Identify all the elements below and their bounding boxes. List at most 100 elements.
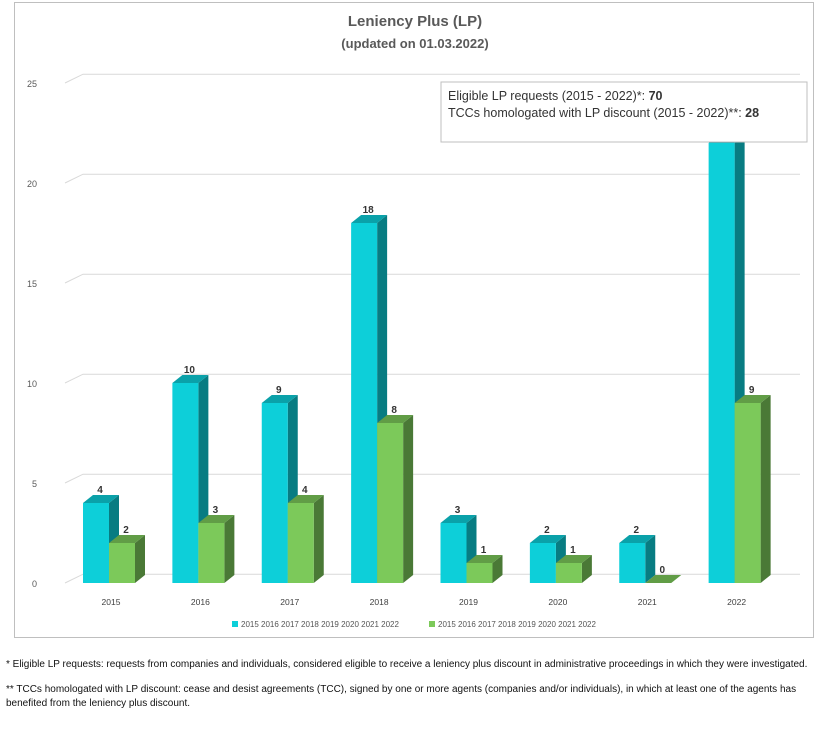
y-tick-label: 15: [27, 279, 37, 289]
bar-front: [198, 523, 225, 583]
x-tick-label-2021: 2021: [638, 597, 657, 607]
y-tick-label: 20: [27, 179, 37, 189]
y-tick-label: 5: [32, 479, 37, 489]
bar-front: [109, 543, 135, 583]
footnote-eligible-requests: * Eligible LP requests: requests from co…: [6, 659, 808, 670]
bar-2019-series-2: [466, 555, 503, 583]
bar-top: [619, 535, 656, 543]
gridline-20: [64, 173, 800, 184]
data-label-2021-series-2: 0: [659, 565, 665, 576]
annotation-box: Eligible LP requests (2015 - 2022)*: 70 …: [440, 81, 808, 143]
data-label-2021-series-1: 2: [633, 525, 639, 536]
bar-front: [172, 383, 199, 583]
data-label-2015-series-1: 4: [97, 485, 103, 496]
bar-front: [83, 503, 109, 583]
gridline-10: [64, 373, 800, 384]
svg-text:TCCs homologated with LP disco: TCCs homologated with LP discount (2015 …: [448, 106, 759, 120]
data-label-2018-series-2: 8: [391, 405, 397, 416]
data-label-2019-series-1: 3: [455, 505, 461, 516]
bar-side: [224, 515, 235, 583]
bar-side: [645, 535, 656, 583]
x-tick-label-2019: 2019: [459, 597, 478, 607]
y-tick-label: 10: [27, 379, 37, 389]
bar-2016-series-2: [198, 515, 235, 583]
bar-2015-series-2: [109, 535, 145, 583]
footnote-tcc-homologated: ** TCCs homologated with LP discount: ce…: [6, 684, 797, 709]
gridline-15: [64, 273, 800, 284]
data-label-2017-series-2: 4: [302, 485, 308, 496]
bar-front: [619, 543, 646, 583]
bar-top: [351, 215, 388, 223]
bar-front: [440, 523, 467, 583]
data-label-2020-series-1: 2: [544, 525, 550, 536]
bar-2018-series-2: [377, 415, 414, 583]
bar-2017-series-1: [261, 395, 298, 583]
bar-top: [287, 495, 324, 503]
x-tick-label-2016: 2016: [191, 597, 210, 607]
annotation-line1-value: 70: [649, 89, 663, 103]
bar-2021-series-2: [645, 575, 682, 583]
legend-swatch-series-2: [429, 621, 435, 627]
bar-front: [351, 223, 378, 583]
bar-2020-series-2: [555, 555, 592, 583]
x-tick-label-2015: 2015: [102, 597, 121, 607]
data-label-2015-series-2: 2: [123, 525, 129, 536]
annotation-line2-text: TCCs homologated with LP discount (2015 …: [448, 106, 745, 120]
bar-2021-series-1: [619, 535, 656, 583]
bar-top: [83, 495, 119, 503]
bar-side: [135, 535, 145, 583]
bar-top: [529, 535, 566, 543]
bar-top: [555, 555, 592, 563]
data-label-2018-series-1: 18: [363, 205, 375, 216]
gridline-25: [64, 73, 800, 84]
y-tick-label: 0: [32, 579, 37, 589]
data-label-2019-series-2: 1: [481, 545, 487, 556]
bar-front: [555, 563, 582, 583]
bar-front: [377, 423, 404, 583]
y-tick-label: 25: [27, 79, 37, 89]
bar-2018-series-1: [351, 215, 388, 583]
bar-side: [492, 555, 503, 583]
bar-top: [109, 535, 145, 543]
x-tick-label-2020: 2020: [548, 597, 567, 607]
chart-frame: Leniency Plus (LP) (updated on 01.03.202…: [14, 2, 814, 638]
x-tick-label-2018: 2018: [370, 597, 389, 607]
legend-label-series-2: 2015 2016 2017 2018 2019 2020 2021 2022: [438, 620, 596, 629]
leniency-plus-chart: Leniency Plus (LP) (updated on 01.03.202…: [27, 13, 808, 629]
bar-side: [313, 495, 324, 583]
annotation-line1-text: Eligible LP requests (2015 - 2022)*:: [448, 89, 649, 103]
bar-2015-series-1: [83, 495, 119, 583]
gridline-5: [64, 473, 800, 484]
data-label-2022-series-2: 9: [749, 385, 755, 396]
bar-2017-series-2: [287, 495, 324, 583]
data-label-2016-series-2: 3: [213, 505, 219, 516]
chart-title: Leniency Plus (LP): [348, 13, 482, 30]
bar-front: [261, 403, 288, 583]
bars: [83, 135, 771, 583]
bar-top: [466, 555, 503, 563]
bar-top: [198, 515, 235, 523]
legend: 2015 2016 2017 2018 2019 2020 2021 2022 …: [232, 620, 596, 629]
chart-subtitle: (updated on 01.03.2022): [341, 36, 488, 51]
bar-top: [377, 415, 414, 423]
annotation-line2-value: 28: [745, 106, 759, 120]
bar-side: [760, 395, 771, 583]
bar-2022-series-2: [734, 395, 771, 583]
bar-side: [581, 555, 592, 583]
bar-front: [529, 543, 556, 583]
bar-top: [261, 395, 298, 403]
legend-swatch-series-1: [232, 621, 238, 627]
bar-front: [734, 403, 761, 583]
bar-front: [287, 503, 314, 583]
bar-top: [645, 575, 682, 583]
bar-front: [708, 143, 735, 583]
data-label-2020-series-2: 1: [570, 545, 576, 556]
data-label-2016-series-1: 10: [184, 365, 196, 376]
bar-top: [734, 395, 771, 403]
bar-front: [466, 563, 493, 583]
svg-text:Eligible LP requests (2015 - 2: Eligible LP requests (2015 - 2022)*: 70: [448, 89, 663, 103]
legend-label-series-1: 2015 2016 2017 2018 2019 2020 2021 2022: [241, 620, 399, 629]
footnotes: * Eligible LP requests: requests from co…: [6, 658, 812, 722]
data-label-2017-series-1: 9: [276, 385, 282, 396]
